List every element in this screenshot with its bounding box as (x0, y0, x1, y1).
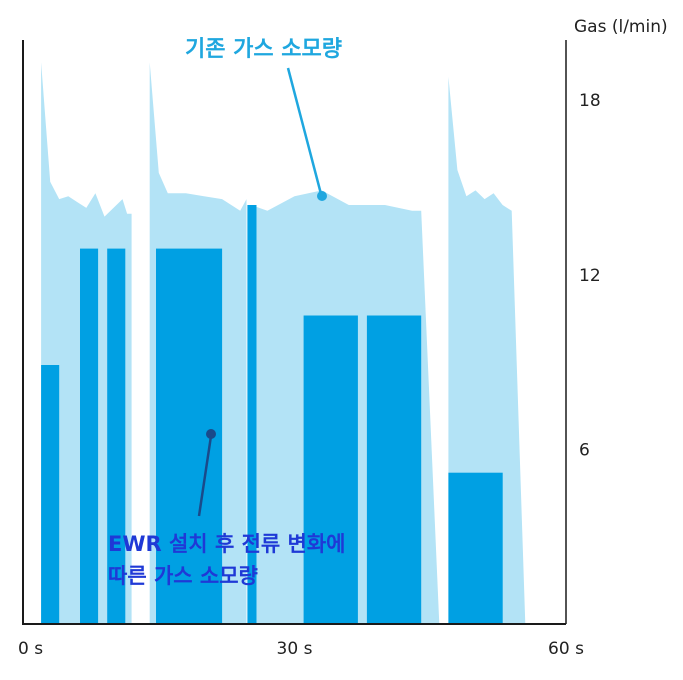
y-tick-label: 6 (579, 440, 590, 460)
ewr-bar-2 (80, 248, 99, 624)
ewr-bar-8 (448, 472, 503, 624)
x-tick-labels: 0 s 30 s 60 s (18, 639, 584, 659)
y-tick-label: 18 (579, 91, 601, 111)
annotation-pointer-ewr (197, 435, 213, 517)
x-tick-label: 30 s (277, 639, 313, 659)
ewr-bar-6 (303, 315, 358, 624)
annotation-ewr-label-line-2: 따른 가스 소모량 (108, 564, 258, 588)
annotation-dot-ewr (206, 429, 216, 439)
annotation-baseline-label: 기존 가스 소모량 (185, 37, 342, 62)
y-axis-unit-label: Gas (l/min) (574, 17, 668, 37)
ewr-bar-7 (366, 315, 422, 624)
x-tick-label: 60 s (548, 639, 584, 659)
ewr-bar-3 (107, 248, 126, 624)
annotation-pointer-baseline (286, 67, 323, 195)
y-tick-labels: 18 12 6 (579, 91, 601, 460)
ewr-bar-5 (247, 205, 257, 624)
x-tick-label: 0 s (18, 639, 43, 659)
ewr-bar-1 (41, 365, 60, 624)
annotation-ewr-label-line-1: EWR 설치 후 전류 변화에 (108, 532, 345, 556)
y-tick-label: 12 (579, 266, 601, 286)
annotation-dot-baseline (317, 191, 327, 201)
